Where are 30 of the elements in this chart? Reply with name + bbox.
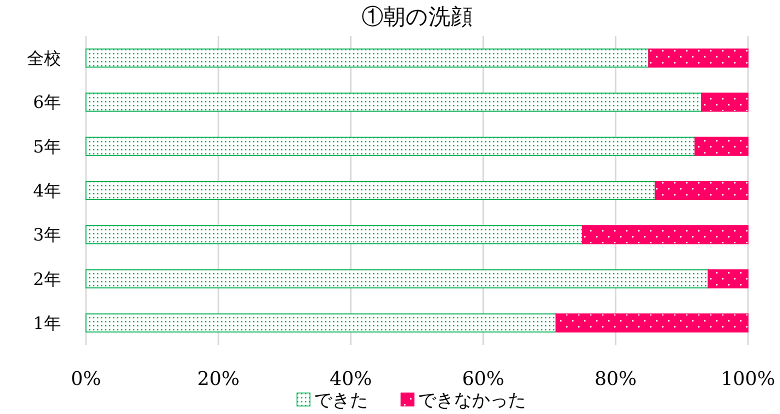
y-tick-label: 全校: [27, 49, 61, 70]
legend-label: できた: [314, 390, 368, 411]
bar: [648, 48, 748, 68]
bar: [556, 313, 748, 332]
y-tick-label: 4年: [33, 182, 61, 202]
x-tick-label: 80%: [594, 368, 637, 390]
bar: [86, 313, 557, 332]
y-tick-label: 5年: [33, 137, 61, 158]
bar: [86, 136, 696, 156]
x-tick-label: 0%: [70, 368, 102, 390]
bar: [582, 225, 748, 244]
bar: [694, 136, 748, 156]
bar: [86, 48, 650, 68]
y-tick-label: 2年: [33, 270, 61, 290]
legend-label: できなかった: [418, 390, 526, 411]
x-tick-label: 20%: [197, 368, 240, 390]
bar: [86, 180, 656, 200]
bar: [86, 269, 709, 288]
chart-title: ①朝の洗顔: [362, 5, 472, 30]
y-tick-label: 3年: [33, 226, 61, 246]
y-tick-label: 1年: [33, 314, 61, 334]
bar: [654, 180, 748, 200]
bar: [86, 92, 702, 112]
bar: [86, 225, 583, 244]
x-tick-label: 40%: [330, 368, 372, 390]
bar: [708, 269, 748, 288]
x-tick-label: 60%: [462, 368, 504, 390]
y-tick-label: 6年: [33, 93, 61, 114]
x-tick-label: 100%: [720, 368, 776, 390]
bar: [701, 92, 748, 112]
